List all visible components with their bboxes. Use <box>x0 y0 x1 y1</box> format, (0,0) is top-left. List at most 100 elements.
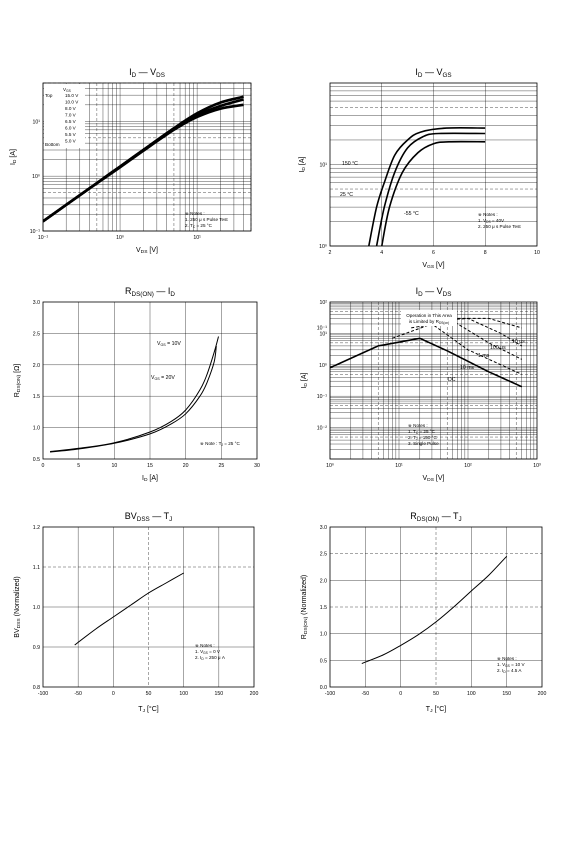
x-axis-label: TJ [°C] <box>426 705 446 714</box>
x-tick-label: -100 <box>38 691 48 697</box>
x-tick-label: -100 <box>325 691 335 697</box>
legend-entry: 10.0 V <box>65 100 79 105</box>
legend-entry: 7.0 V <box>65 113 77 118</box>
series-label: VGS = 10V <box>157 341 181 347</box>
y-tick-label: 1.2 <box>33 525 40 531</box>
series-line <box>74 572 184 646</box>
note-text: 1. TC = 25 °C <box>408 429 436 435</box>
series-label: -55 °C <box>404 211 419 217</box>
y-tick-label: 0.5 <box>33 457 40 463</box>
x-tick-label: 150 <box>502 691 511 697</box>
y-tick-label: 0.5 <box>320 658 327 664</box>
legend-entry: 6.5 V <box>65 119 77 124</box>
y-tick-label: 0.8 <box>33 685 40 691</box>
x-tick-label: 10² <box>464 463 472 469</box>
plot-frame <box>42 301 258 460</box>
y-tick-label: 2.0 <box>320 578 327 584</box>
x-tick-label: 100 <box>467 691 476 697</box>
legend-box <box>44 84 85 148</box>
legend-entry: 15.0 V <box>65 93 79 98</box>
x-tick-label: 5 <box>77 463 80 469</box>
x-tick-label: -50 <box>362 691 370 697</box>
x-tick-label: -50 <box>74 691 82 697</box>
x-tick-label: 50 <box>433 691 439 697</box>
legend-entry: 5.5 V <box>65 132 77 137</box>
x-tick-label: 8 <box>484 250 487 256</box>
annotation-text: Operation in This Area <box>406 313 452 318</box>
x-tick-label: 20 <box>183 463 189 469</box>
x-tick-label: 10⁻¹ <box>38 235 49 241</box>
note-text: 2. TJ = 150 °C <box>408 435 437 441</box>
x-axis-label: VDS [V] <box>423 475 445 483</box>
y-tick-label: 1.1 <box>33 565 40 571</box>
legend-bottom: Bottom <box>45 142 60 147</box>
chart-id-vgs-transfer: ID — VGS 2 4 6 8 10 10¹ 10⁰ 10⁻¹ VGS [V] ID [A] 150… <box>299 67 540 332</box>
y-tick-label: 2.5 <box>33 331 40 337</box>
note-text: ※ Notes : <box>408 423 428 428</box>
x-axis-label: VDS [V] <box>136 247 158 255</box>
plot-frame <box>329 526 543 688</box>
note-text: 1. VGS = 0 V <box>195 649 221 655</box>
x-tick-label: 10⁰ <box>116 235 124 241</box>
x-tick-label: 25 <box>218 463 224 469</box>
x-tick-label: 0 <box>112 691 115 697</box>
y-tick-label: 10⁻¹ <box>317 326 328 332</box>
series-line <box>43 103 244 223</box>
y-tick-label: 10⁻² <box>317 426 328 432</box>
note-text: 2. ID = 4.5 A <box>497 668 522 674</box>
x-tick-label: 100 <box>179 691 188 697</box>
x-tick-label: 10⁰ <box>326 463 334 469</box>
y-tick-label: 3.0 <box>320 525 327 531</box>
y-tick-label: 1.5 <box>320 605 327 611</box>
y-tick-label: 10⁻¹ <box>317 394 328 400</box>
chart-safe-operating-area: ID — VDS 10⁰ 10¹ 10² 10³ 10² 10¹ 10⁰ 10⁻¹ 10⁻² VDS… <box>301 286 541 483</box>
x-tick-label: 2 <box>329 250 332 256</box>
series-line <box>411 320 522 360</box>
chart-title: ID — VDS <box>416 286 452 298</box>
y-tick-label: 2.5 <box>320 552 327 558</box>
note-text: 2. 250 μ s Pulse Test <box>478 224 521 229</box>
x-tick-label: 0 <box>399 691 402 697</box>
note-text: 1. VDS = 40V <box>478 218 505 224</box>
y-tick-label: 10⁰ <box>319 244 327 250</box>
note-text: ※ Note : TJ = 25 °C <box>200 441 240 447</box>
note-text: 3. Single Pulse <box>408 441 439 446</box>
note-text: 2. TC = 25 °C <box>185 223 213 229</box>
x-tick-label: 0 <box>42 463 45 469</box>
x-tick-label: 10¹ <box>193 235 201 241</box>
note-text: ※ Notes : <box>195 643 215 648</box>
y-tick-label: 1.5 <box>33 394 40 400</box>
x-tick-label: 10 <box>534 250 540 256</box>
y-axis-label: ID [A] <box>299 156 307 172</box>
y-tick-label: 1.0 <box>33 605 40 611</box>
chart-title: ID — VDS <box>129 67 165 79</box>
series-label: 25 °C <box>340 192 353 198</box>
x-axis-label: VGS [V] <box>422 262 444 270</box>
series-label: DC <box>448 377 456 383</box>
series-label: VGS = 20V <box>151 375 175 381</box>
series-label: 1 ms <box>478 353 490 359</box>
y-tick-label: 1.0 <box>320 632 327 638</box>
y-tick-label: 10¹ <box>33 119 41 125</box>
note-text: 1. 250 μ s Pulse Test <box>185 217 228 222</box>
series-label: 10 ms <box>460 365 475 371</box>
series-line <box>452 317 522 329</box>
y-axis-label: ID [A] <box>10 149 18 165</box>
x-tick-label: 30 <box>254 463 260 469</box>
series-line <box>330 337 523 388</box>
annotation-bg <box>401 310 457 326</box>
y-tick-label: 10⁰ <box>319 363 327 369</box>
annotation-text: is Limited by RDS(on) <box>409 319 449 325</box>
y-tick-label: 0.0 <box>320 685 327 691</box>
x-axis-label: ID [A] <box>142 475 158 483</box>
y-tick-label: 10¹ <box>320 331 328 337</box>
x-tick-label: 4 <box>380 250 383 256</box>
y-tick-label: 0.9 <box>33 645 40 651</box>
y-axis-label: RDS(ON) [Ω] <box>14 364 22 398</box>
series-line <box>368 126 486 246</box>
plot-frame <box>329 82 538 247</box>
chart-id-vds-output: ID — VDS 10⁻¹ 10⁰ 10¹ 10¹ 10⁰ 10⁻¹ VDS [V] ID [A… <box>10 67 252 255</box>
note-text: ※ Notes : <box>185 211 205 216</box>
